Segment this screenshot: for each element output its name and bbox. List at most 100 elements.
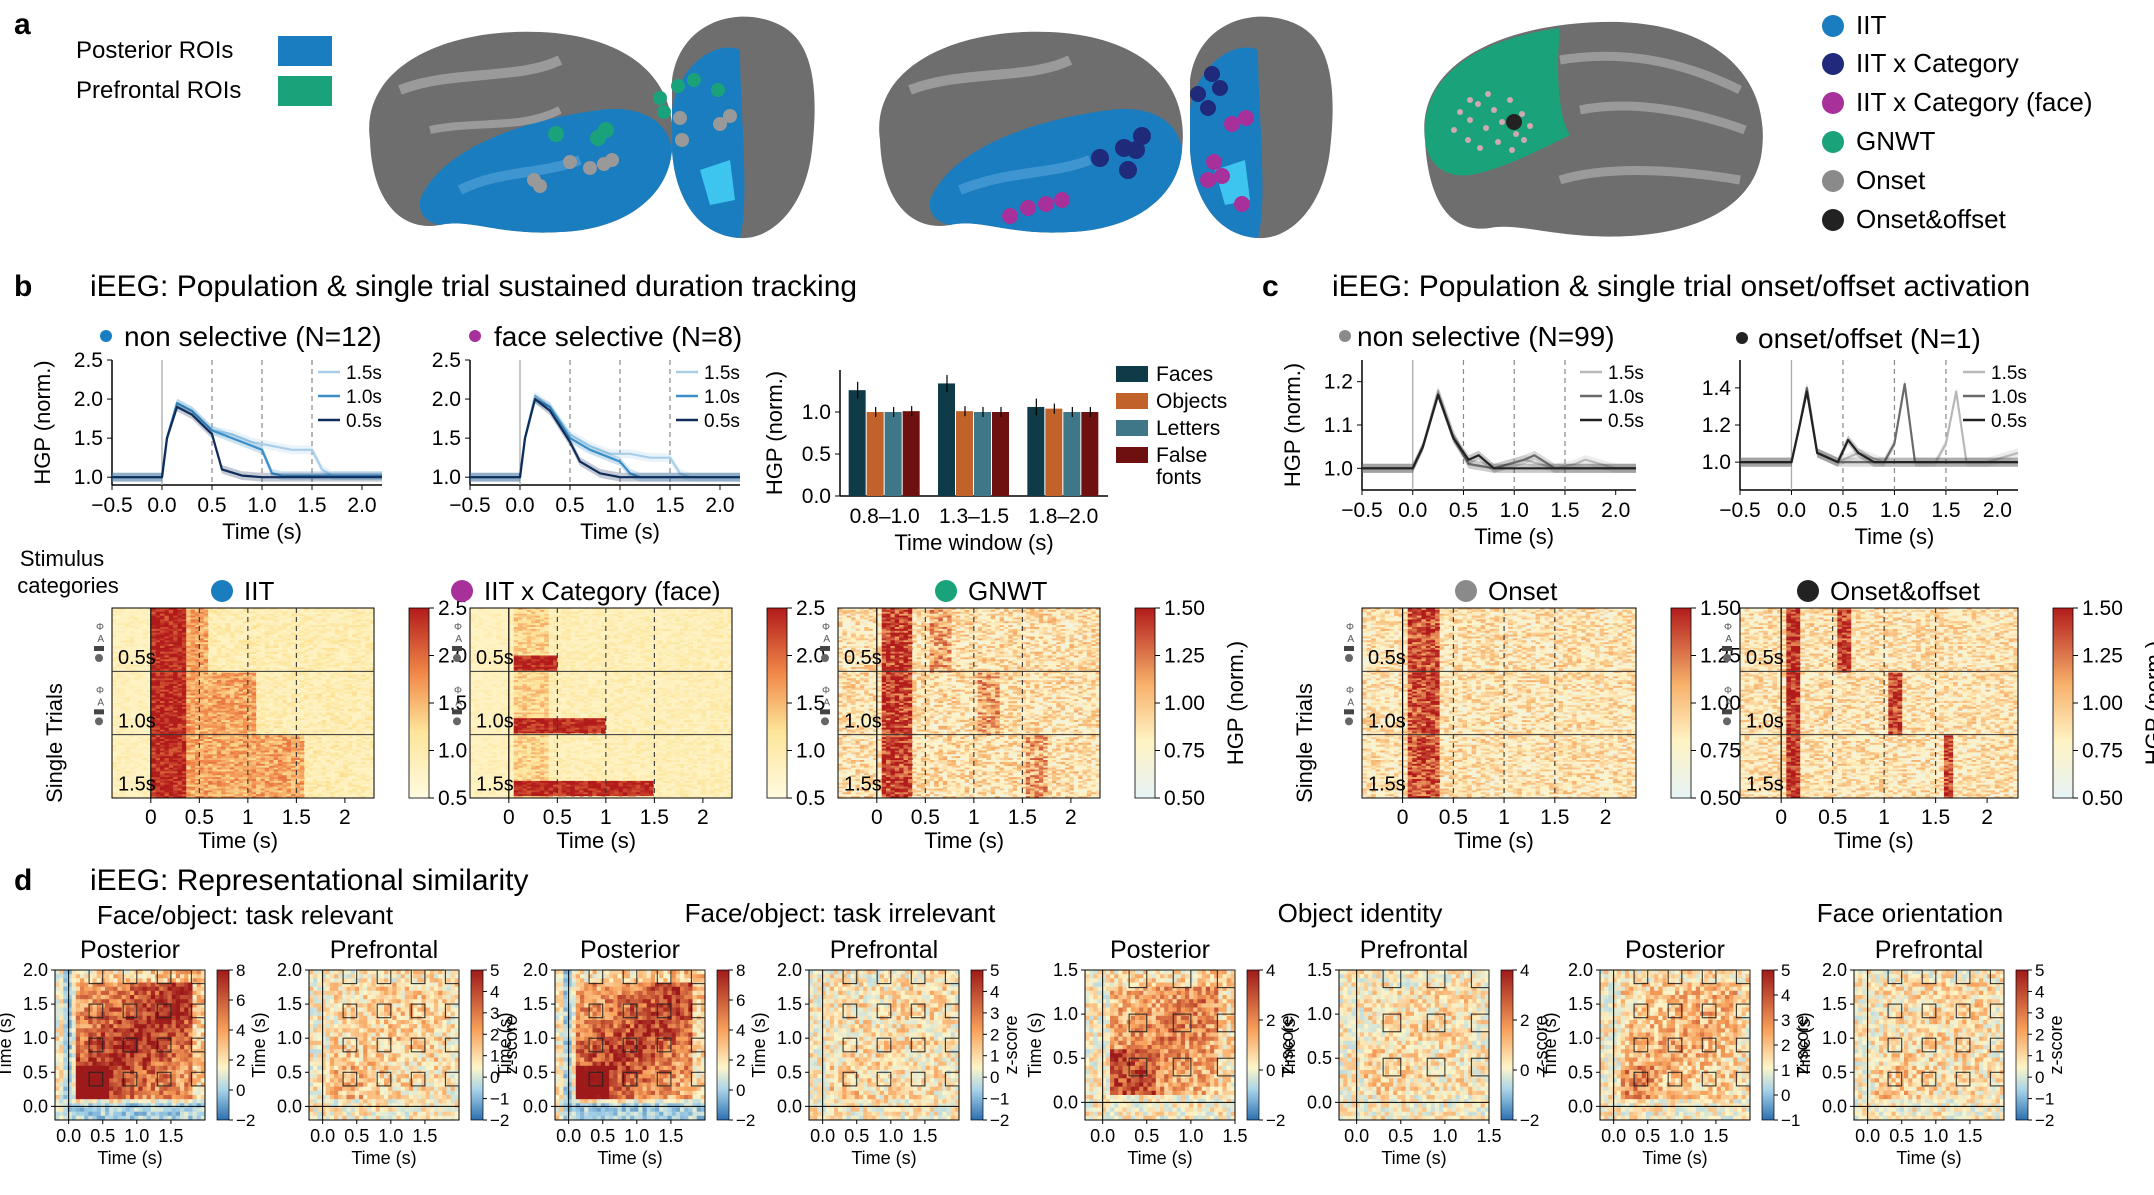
heatmap-cell <box>309 713 314 715</box>
heatmap-cell <box>112 621 117 623</box>
heatmap-cell <box>278 697 283 699</box>
heatmap-cell <box>365 690 370 692</box>
heatmap-cell <box>326 665 331 667</box>
heatmap-cell <box>352 644 357 646</box>
legend-label: Objects <box>1156 390 1227 413</box>
heatmap-cell <box>282 614 287 616</box>
heatmap-cell <box>217 618 222 620</box>
heatmap-cell <box>339 722 344 724</box>
heatmap-cell <box>134 680 139 682</box>
heatmap-cell <box>274 652 279 654</box>
heatmap-cell <box>274 616 279 618</box>
heatmap-cell <box>317 713 322 715</box>
heatmap-cell <box>116 705 121 707</box>
heatmap-cell <box>274 663 279 665</box>
legend-label: fonts <box>1156 466 1202 489</box>
heatmap-cell <box>278 730 283 732</box>
heatmap-cell <box>278 663 283 665</box>
heatmap-cell <box>348 692 353 694</box>
x-tick-label: 1.0 <box>247 494 276 517</box>
heatmap-cell <box>138 701 143 703</box>
heatmap-cell <box>317 701 322 703</box>
heatmap-cell <box>261 730 266 732</box>
heatmap-cell <box>365 627 370 629</box>
heatmap-cell <box>261 695 266 697</box>
heatmap-cell <box>230 650 235 652</box>
heatmap-cell <box>287 728 292 730</box>
heatmap-cell <box>265 720 270 722</box>
x-tick-label: 0.5 <box>555 494 584 517</box>
legend-label: Letters <box>1156 417 1220 440</box>
y-axis-label: HGP (norm.) <box>30 360 55 484</box>
heatmap-cell <box>243 623 248 625</box>
heatmap-cell <box>269 692 274 694</box>
heatmap-cell <box>357 680 362 682</box>
heatmap-cell <box>265 714 270 716</box>
heatmap-cell <box>339 694 344 696</box>
heatmap-cell <box>295 713 300 715</box>
heatmap-cell <box>313 716 318 718</box>
heatmap-cell <box>339 737 344 739</box>
heatmap-cell <box>261 654 266 656</box>
heatmap-cell <box>343 705 348 707</box>
y-tick-label: 0.5 <box>802 443 831 466</box>
heatmap-cell <box>357 713 362 715</box>
x-tick-label: 2.0 <box>347 494 376 517</box>
heatmap-cell <box>348 654 353 656</box>
x-tick-label: −0.5 <box>449 494 490 517</box>
heatmap-cell <box>130 695 135 697</box>
heatmap-cell <box>212 631 217 633</box>
bar-Faces <box>849 390 866 496</box>
heatmap-cell <box>330 684 335 686</box>
heatmap-cell <box>335 644 340 646</box>
y-tick-label: 2.0 <box>432 388 461 411</box>
legend-label: False <box>1156 444 1207 467</box>
series-line-0.5s <box>470 399 740 477</box>
heatmap-cell <box>226 656 231 658</box>
heatmap-cell <box>287 669 292 671</box>
heatmap-cell <box>208 633 213 635</box>
bar-Letters <box>885 412 902 496</box>
series-line-1.0s <box>470 399 740 477</box>
roi-legend-posterior-swatch <box>278 36 332 66</box>
heatmap-cell <box>274 612 279 614</box>
heatmap-cell <box>274 676 279 678</box>
heatmap-cell <box>343 652 348 654</box>
heatmap-cell <box>265 701 270 703</box>
heatmap-cell <box>365 709 370 711</box>
heatmap-iit: 0.5s1.0s1.5sΦAΦA0 0.5 1 1.5 2Time (s)IITSing… <box>42 576 467 853</box>
heatmap-cell <box>112 659 117 661</box>
heatmap-cell <box>282 627 287 629</box>
heatmap-cell <box>278 707 283 709</box>
y-axis-label: HGP (norm.) <box>762 371 787 495</box>
heatmap-cell <box>265 657 270 659</box>
heatmap-cell <box>243 633 248 635</box>
heatmap-cell <box>304 718 309 720</box>
heatmap-cell <box>287 612 292 614</box>
heatmap-cell <box>112 690 117 692</box>
heatmap-cell <box>116 625 121 627</box>
roi-legend: Posterior ROIs Prefrontal ROIs <box>76 36 332 106</box>
heatmap-cell <box>282 724 287 726</box>
heatmap-cell <box>357 695 362 697</box>
heatmap-cell <box>291 648 296 650</box>
heatmap-cell <box>269 642 274 644</box>
heatmap-cell <box>343 640 348 642</box>
heatmap-cell <box>278 722 283 724</box>
heatmap-cell <box>121 623 126 625</box>
heatmap-cell <box>230 614 235 616</box>
heatmap-cell <box>335 730 340 732</box>
heatmap-cell <box>256 610 261 612</box>
heatmap-cell <box>269 678 274 680</box>
heatmap-cell <box>343 692 348 694</box>
heatmap-cell <box>130 618 135 620</box>
heatmap-cell <box>326 650 331 652</box>
heatmap-cell <box>261 724 266 726</box>
x-axis-label: Time (s) <box>580 519 660 544</box>
heatmap-cell <box>143 614 148 616</box>
heatmap-cell <box>295 705 300 707</box>
roi-legend-prefrontal-swatch <box>278 76 332 106</box>
heatmap-cell <box>322 705 327 707</box>
heatmap-cell <box>116 699 121 701</box>
heatmap-cell <box>269 646 274 648</box>
